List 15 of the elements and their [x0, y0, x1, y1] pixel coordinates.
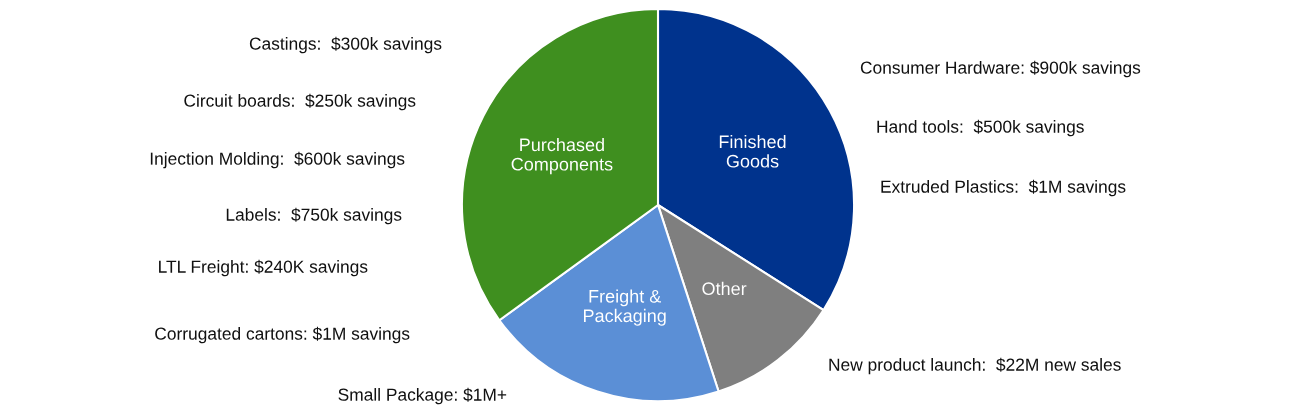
- slice-label: Purchased Components: [511, 137, 613, 175]
- text: Circuit boards: $250k savings: [184, 93, 416, 111]
- slice-label: Finished Goods: [719, 134, 786, 168]
- text: Hand tools: $500k savings: [877, 119, 1084, 137]
- text: Labels: $750k savings: [226, 207, 402, 225]
- text: New product launch: $22M new sales: [829, 357, 1121, 375]
- slice-label: Freight & Packaging: [584, 289, 666, 326]
- text: Consumer Hardware: $900k savings: [860, 60, 1141, 78]
- text: Injection Molding: $600k savings: [150, 151, 405, 169]
- text: Small Package: $1M+: [338, 387, 507, 405]
- slice-label: Other: [702, 281, 747, 296]
- text: Corrugated cartons: $1M savings: [155, 326, 410, 344]
- text: LTL Freight: $240K savings: [159, 259, 368, 277]
- text: Extruded Plastics: $1M savings: [881, 179, 1126, 197]
- text: Castings: $300k savings: [249, 36, 442, 54]
